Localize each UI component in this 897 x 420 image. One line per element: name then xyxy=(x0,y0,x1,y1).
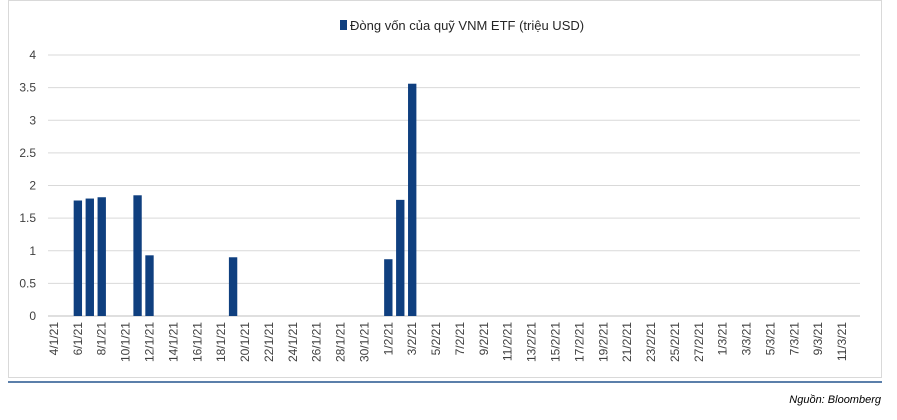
bars xyxy=(73,83,417,317)
bar xyxy=(145,255,154,316)
legend-label: Đòng vốn của quỹ VNM ETF (triệu USD) xyxy=(350,18,584,33)
legend-swatch xyxy=(340,20,347,30)
y-tick-label: 0.5 xyxy=(19,276,36,290)
x-tick-label: 25/2/21 xyxy=(668,322,682,362)
y-axis-ticks: 0 0.5 1 1.5 2 2.5 3 3.5 4 xyxy=(19,48,36,323)
x-tick-label: 10/1/21 xyxy=(119,322,133,362)
x-tick-label: 26/1/21 xyxy=(310,322,324,362)
x-tick-label: 1/3/21 xyxy=(716,322,730,356)
x-tick-label: 5/3/21 xyxy=(763,322,777,356)
x-tick-label: 5/2/21 xyxy=(429,322,443,356)
x-tick-label: 15/2/21 xyxy=(549,322,563,362)
x-tick-label: 1/2/21 xyxy=(381,322,395,356)
x-tick-label: 9/2/21 xyxy=(477,322,491,356)
x-tick-label: 27/2/21 xyxy=(692,322,706,362)
bar xyxy=(384,259,393,316)
grid-lines xyxy=(48,54,860,317)
x-tick-label: 13/2/21 xyxy=(525,322,539,362)
x-tick-label: 8/1/21 xyxy=(95,322,109,356)
x-axis-ticks: 4/1/21 6/1/21 8/1/21 10/1/21 12/1/21 14/1/21 1… xyxy=(47,322,849,362)
y-tick-label: 2.5 xyxy=(19,146,36,160)
source-note: Nguồn: Bloomberg xyxy=(789,394,881,406)
x-tick-label: 7/2/21 xyxy=(453,322,467,356)
x-tick-label: 3/2/21 xyxy=(405,322,419,356)
x-tick-label: 24/1/21 xyxy=(286,322,300,362)
x-tick-label: 20/1/21 xyxy=(238,322,252,362)
x-tick-label: 23/2/21 xyxy=(644,322,658,362)
y-tick-label: 3 xyxy=(29,113,36,127)
bar xyxy=(408,83,417,317)
x-tick-label: 14/1/21 xyxy=(166,322,180,362)
x-tick-label: 9/3/21 xyxy=(811,322,825,356)
x-tick-label: 11/3/21 xyxy=(835,322,849,361)
x-tick-label: 19/2/21 xyxy=(596,322,610,362)
x-tick-label: 21/2/21 xyxy=(620,322,634,362)
footer-rule xyxy=(8,381,882,383)
x-tick-label: 22/1/21 xyxy=(262,322,276,362)
y-tick-label: 1.5 xyxy=(19,211,36,225)
x-tick-label: 17/2/21 xyxy=(572,322,586,362)
x-tick-label: 4/1/21 xyxy=(47,322,61,356)
x-tick-label: 28/1/21 xyxy=(334,322,348,362)
bar xyxy=(85,198,94,316)
x-tick-label: 6/1/21 xyxy=(71,322,85,356)
x-tick-label: 30/1/21 xyxy=(357,322,371,362)
bar xyxy=(396,199,405,316)
bar xyxy=(133,195,142,316)
y-tick-label: 2 xyxy=(29,179,36,193)
legend: Đòng vốn của quỹ VNM ETF (triệu USD) xyxy=(340,18,584,33)
x-tick-label: 12/1/21 xyxy=(143,322,157,362)
x-tick-label: 7/3/21 xyxy=(787,322,801,356)
bar xyxy=(228,257,238,316)
y-tick-label: 4 xyxy=(29,48,36,62)
y-tick-label: 0 xyxy=(29,309,36,323)
x-tick-label: 3/3/21 xyxy=(740,322,754,356)
x-tick-label: 18/1/21 xyxy=(214,322,228,362)
x-tick-label: 16/1/21 xyxy=(190,322,204,362)
y-tick-label: 1 xyxy=(29,244,36,258)
x-tick-label: 11/2/21 xyxy=(501,322,515,361)
bar xyxy=(73,200,83,316)
y-tick-label: 3.5 xyxy=(19,81,36,95)
bar xyxy=(97,197,106,316)
